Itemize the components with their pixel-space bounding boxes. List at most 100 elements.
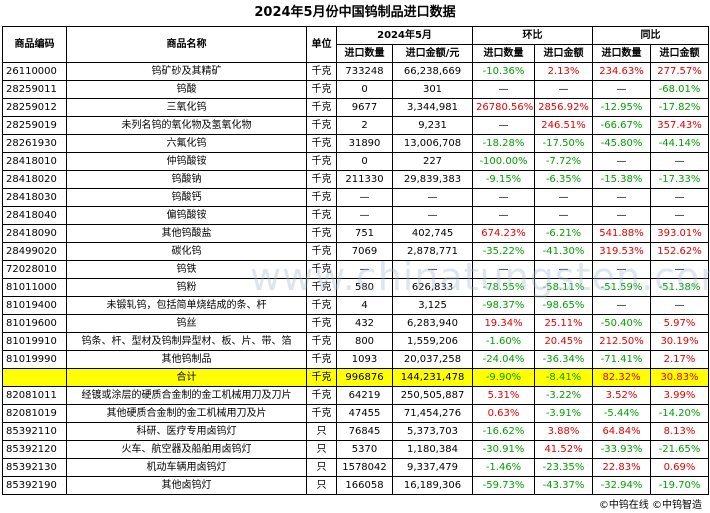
- cell-name: 碳化钨: [66, 242, 307, 261]
- cell-mom-amount: -58.11%: [534, 278, 594, 297]
- cell-code: 82081011: [2, 386, 67, 405]
- cell-name: 经镀或涂层的硬质合金制的金工机械用刀及刀片: [66, 386, 307, 405]
- cell-yoy-qty: -50.40%: [592, 314, 652, 333]
- cell-name: 三氧化钨: [66, 98, 307, 117]
- cell-mom-qty: —: [472, 206, 536, 225]
- cell-unit: 千克: [306, 278, 337, 297]
- cell-yoy-amount: -21.65%: [650, 440, 710, 459]
- cell-mom-qty: 26780.56%: [472, 98, 536, 117]
- table-row: 28418020 钨酸钠 千克 211330 29,839,383 -9.15% -6.35…: [2, 170, 710, 189]
- cell-mom-amount: -36.34%: [534, 350, 594, 369]
- cell-code: 28418020: [2, 170, 67, 189]
- header-qty: 进口数量: [336, 44, 393, 63]
- cell-amount: 71,454,276: [391, 404, 474, 423]
- cell-yoy-amount: -14.20%: [650, 404, 710, 423]
- cell-mom-qty: -35.22%: [472, 242, 536, 261]
- cell-code: 28418040: [2, 206, 67, 225]
- cell-amount: 1,559,206: [391, 332, 474, 351]
- cell-unit: 千克: [306, 404, 337, 423]
- cell-mom-amount: -6.21%: [534, 224, 594, 243]
- cell-yoy-qty: 22.83%: [592, 458, 652, 477]
- cell-mom-amount: 3.88%: [534, 422, 594, 441]
- cell-unit: 只: [306, 440, 337, 459]
- cell-yoy-qty: —: [592, 152, 652, 171]
- cell-qty: 751: [336, 224, 393, 243]
- cell-yoy-amount: 277.57%: [650, 62, 710, 81]
- cell-amount: 16,189,306: [391, 476, 474, 495]
- cell-unit: 千克: [306, 188, 337, 207]
- table-row: 85392130 机动车辆用卤钨灯只 1578042 9,337,479 -1.46% -…: [2, 458, 710, 477]
- cell-mom-amount: -23.35%: [534, 458, 594, 477]
- cell-amount: 227: [391, 152, 474, 171]
- cell-unit: 千克: [306, 314, 337, 333]
- total-row: 合计 千克 996876 144,231,478 -9.90% -8.41% 82.32% 3…: [2, 368, 710, 387]
- cell-name: 偏钨酸铵: [66, 206, 307, 225]
- cell-name: 钨条、杆、型材及钨制异型材、板、片、带、箔: [66, 332, 307, 351]
- cell-unit: 千克: [306, 62, 337, 81]
- cell-yoy-amount: -44.14%: [650, 134, 710, 153]
- cell-mom-amount: 20.45%: [534, 332, 594, 351]
- table-row: 81019600 钨丝 千克 432 6,283,940 19.34% 25.11% -50.…: [2, 314, 710, 333]
- cell-yoy-amount: -51.38%: [650, 278, 710, 297]
- cell-yoy-qty: -51.59%: [592, 278, 652, 297]
- header-amount: 进口金额/元: [391, 44, 474, 63]
- cell-mom-amount: —: [534, 188, 594, 207]
- cell-code: 81019990: [2, 350, 67, 369]
- cell-mom-amount: -17.50%: [534, 134, 594, 153]
- cell-code: 26110000: [2, 62, 67, 81]
- cell-code: 85392130: [2, 458, 67, 477]
- cell-yoy-qty: -66.67%: [592, 116, 652, 135]
- cell-yoy-amount: —: [650, 152, 710, 171]
- cell-qty: 580: [336, 278, 393, 297]
- cell-qty: —: [336, 206, 393, 225]
- header-yoy-qty: 进口数量: [592, 44, 652, 63]
- cell-mom-amount: -8.41%: [534, 368, 594, 387]
- cell-mom-amount: -7.72%: [534, 152, 594, 171]
- header-code: 商品编码: [2, 26, 67, 63]
- header-mom-amount: 进口金额: [534, 44, 594, 63]
- cell-mom-amount: -3.22%: [534, 386, 594, 405]
- cell-unit: 千克: [306, 260, 337, 279]
- cell-amount: 301: [391, 80, 474, 99]
- cell-yoy-amount: -68.01%: [650, 80, 710, 99]
- cell-name: 钨铁: [66, 260, 307, 279]
- cell-code: 81019600: [2, 314, 67, 333]
- cell-yoy-qty: -45.80%: [592, 134, 652, 153]
- cell-unit: 千克: [306, 242, 337, 261]
- table-row: 85392120 火车、航空器及船舶用卤钨灯只 5370 1,180,384 -30.9…: [2, 440, 710, 459]
- cell-unit: 千克: [306, 152, 337, 171]
- cell-mom-amount: —: [534, 260, 594, 279]
- cell-mom-qty: -30.91%: [472, 440, 536, 459]
- cell-mom-qty: -24.04%: [472, 350, 536, 369]
- cell-yoy-qty: -33.93%: [592, 440, 652, 459]
- cell-name: 钨矿砂及其精矿: [66, 62, 307, 81]
- cell-amount: 6,283,940: [391, 314, 474, 333]
- cell-name: 钨粉: [66, 278, 307, 297]
- cell-amount: 5,373,703: [391, 422, 474, 441]
- cell-amount: —: [391, 188, 474, 207]
- cell-mom-amount: 246.51%: [534, 116, 594, 135]
- cell-unit: 只: [306, 458, 337, 477]
- table-row: 28418040 偏钨酸铵 千克 — — — — — —: [2, 206, 710, 225]
- cell-yoy-qty: —: [592, 206, 652, 225]
- cell-amount: 3,125: [391, 296, 474, 315]
- cell-yoy-qty: 541.88%: [592, 224, 652, 243]
- table-row: 85392190 其他卤钨灯只 166058 16,189,306 -59.73% -43…: [2, 476, 710, 495]
- cell-mom-amount: 41.52%: [534, 440, 594, 459]
- cell-mom-qty: —: [472, 260, 536, 279]
- cell-unit: 千克: [306, 224, 337, 243]
- cell-amount: 626,833: [391, 278, 474, 297]
- cell-unit: 千克: [306, 368, 337, 387]
- cell-code: 28261930: [2, 134, 67, 153]
- cell-unit: 千克: [306, 332, 337, 351]
- cell-amount: 9,231: [391, 116, 474, 135]
- page-title: 2024年5月份中国钨制品进口数据: [254, 5, 456, 20]
- table-row: 28418030 钨酸钙 千克 — — — — — —: [2, 188, 710, 207]
- cell-unit: 只: [306, 476, 337, 495]
- cell-qty: 4: [336, 296, 393, 315]
- cell-code: 85392190: [2, 476, 67, 495]
- cell-unit: 千克: [306, 206, 337, 225]
- cell-yoy-qty: 319.53%: [592, 242, 652, 261]
- header-mom-qty: 进口数量: [472, 44, 536, 63]
- cell-code: [2, 368, 67, 387]
